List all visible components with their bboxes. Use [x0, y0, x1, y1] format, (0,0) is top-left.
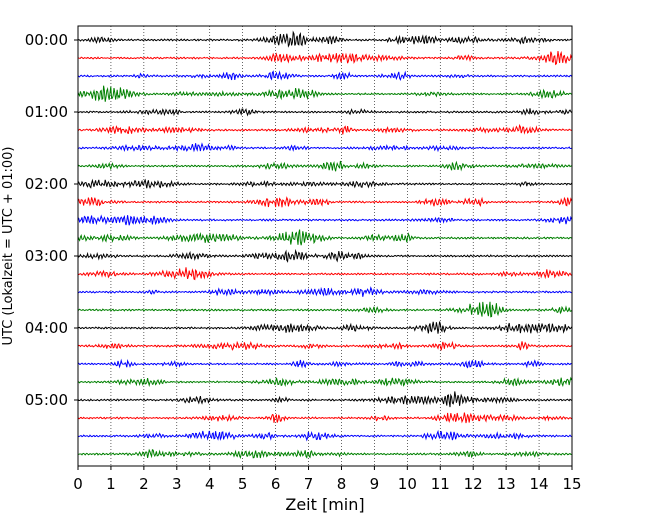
x-tick-label: 9	[370, 475, 380, 493]
y-axis-title: UTC (Lokalzeit = UTC + 01:00)	[1, 147, 16, 346]
seismic-trace	[77, 286, 572, 297]
seismic-trace	[77, 50, 573, 66]
x-tick-label: 5	[238, 475, 248, 493]
seismic-trace	[77, 160, 572, 172]
seismic-trace	[77, 107, 572, 117]
x-tick-label: 7	[304, 475, 314, 493]
seismic-trace	[77, 178, 573, 189]
seismic-trace	[77, 358, 572, 369]
y-tick-label: 00:00	[25, 31, 68, 49]
seismic-trace	[77, 376, 573, 388]
x-tick-label: 8	[337, 475, 347, 493]
seismic-trace	[77, 229, 572, 246]
x-tick-label: 2	[139, 475, 149, 493]
seismic-trace	[77, 196, 573, 208]
x-tick-label: 15	[562, 475, 581, 493]
seismic-trace	[77, 30, 572, 48]
seismic-trace	[77, 142, 572, 153]
y-tick-label: 03:00	[25, 247, 68, 265]
seismic-trace	[77, 301, 572, 318]
seismic-trace	[77, 123, 572, 135]
x-tick-label: 3	[172, 475, 182, 493]
seismic-trace	[77, 412, 572, 424]
x-tick-label: 0	[73, 475, 83, 493]
y-axis-ticks: 00:00 01:00 02:00 03:00 04:00 05:00	[25, 31, 78, 409]
seismic-trace	[77, 248, 572, 263]
y-tick-label: 02:00	[25, 175, 68, 193]
x-tick-label: 12	[464, 475, 483, 493]
plot-frame	[77, 25, 573, 467]
seismic-trace	[77, 321, 573, 334]
seismic-trace	[77, 340, 572, 351]
seismic-trace	[77, 214, 573, 226]
x-axis-ticks: 0 1 2 3 4 5 6 7 8 9 10 11 12 13 14 15	[73, 466, 582, 493]
y-tick-label: 04:00	[25, 319, 68, 337]
seismic-trace	[77, 267, 572, 281]
x-tick-label: 13	[497, 475, 516, 493]
seismic-trace	[77, 448, 572, 459]
seismic-traces	[77, 30, 573, 459]
seismic-trace	[77, 85, 572, 102]
grid-lines	[110, 26, 540, 466]
seismic-trace	[77, 391, 572, 408]
x-tick-label: 10	[398, 475, 417, 493]
x-tick-label: 14	[530, 475, 549, 493]
x-tick-label: 11	[431, 475, 450, 493]
y-tick-label: 05:00	[25, 391, 68, 409]
x-tick-label: 6	[271, 475, 281, 493]
x-tick-label: 4	[205, 475, 215, 493]
x-tick-label: 1	[106, 475, 116, 493]
x-axis-title: Zeit [min]	[285, 495, 364, 514]
y-tick-label: 01:00	[25, 103, 68, 121]
seismic-trace	[77, 70, 573, 82]
seismic-trace	[77, 429, 572, 442]
